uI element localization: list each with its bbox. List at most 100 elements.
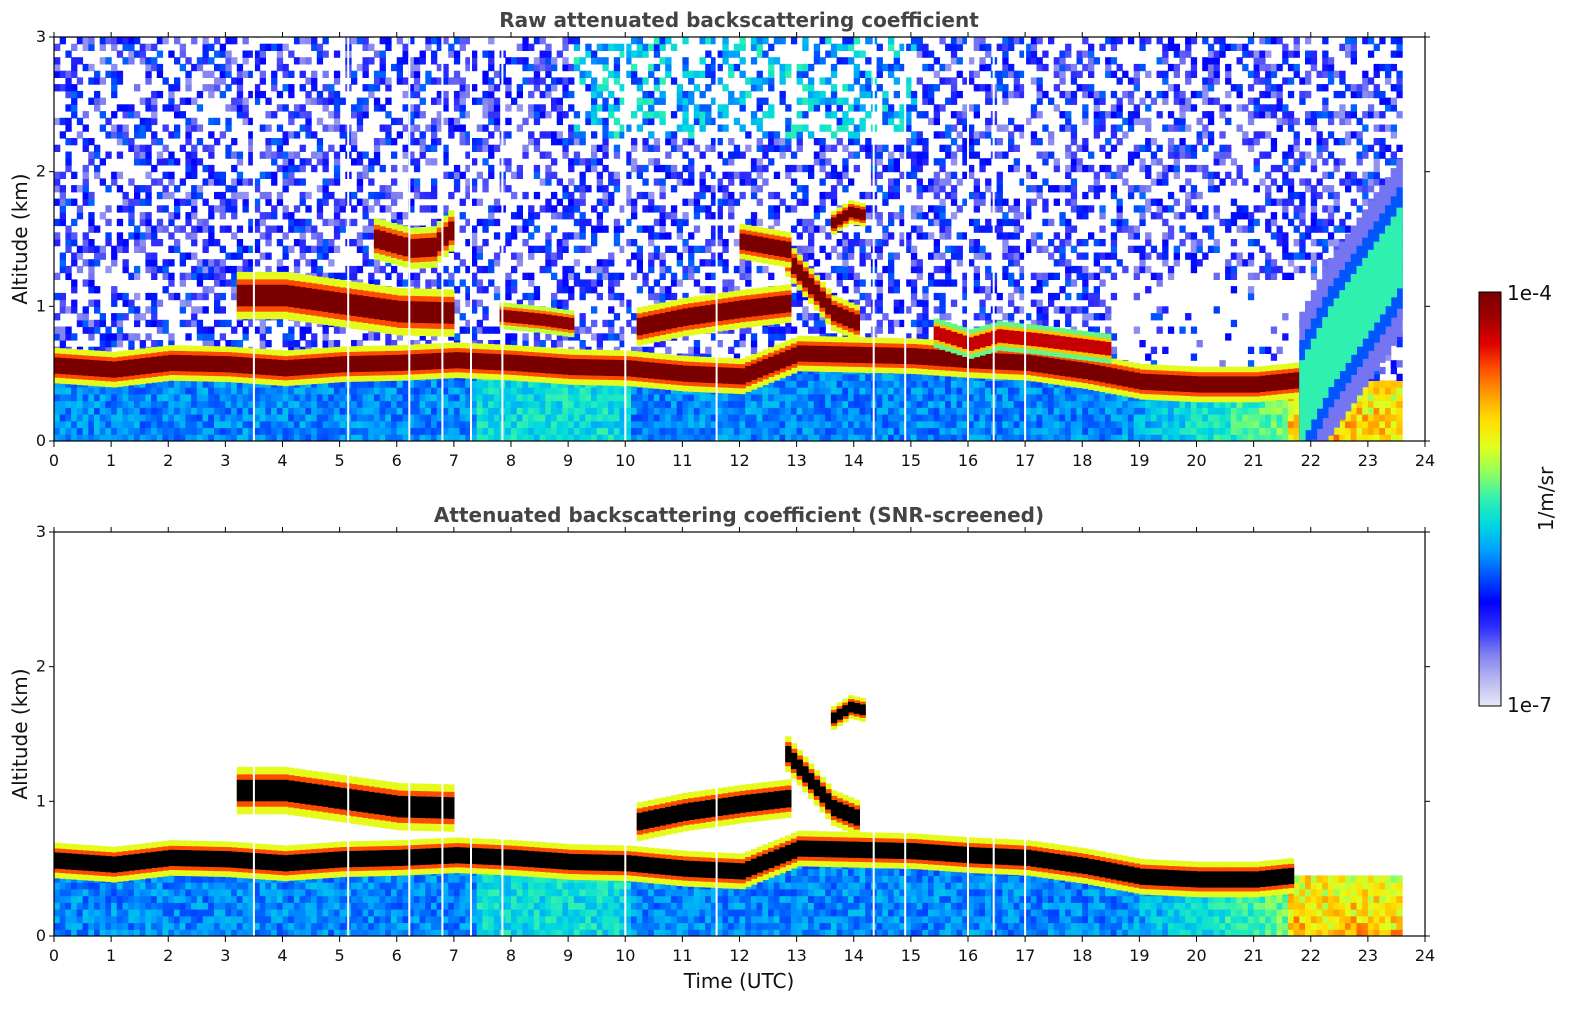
heatmap-cell	[431, 420, 438, 429]
heatmap-cell	[893, 299, 900, 307]
heatmap-cell	[431, 400, 438, 408]
heatmap-cell	[139, 400, 146, 408]
heatmap-cell	[305, 407, 312, 415]
heatmap-cell	[733, 239, 741, 247]
heatmap-cell	[362, 427, 369, 435]
heatmap-cell	[573, 400, 581, 408]
heatmap-cell	[739, 90, 746, 99]
heatmap-cell	[299, 333, 306, 341]
heatmap-cell	[282, 151, 289, 159]
heatmap-cell	[762, 414, 769, 422]
heatmap-cell	[362, 414, 369, 422]
heatmap-cell	[653, 232, 661, 240]
heatmap-cell	[328, 124, 335, 132]
heatmap-cell	[453, 164, 461, 173]
heatmap-cell	[185, 232, 192, 240]
heatmap-cell	[71, 420, 78, 429]
heatmap-cell	[225, 198, 232, 206]
heatmap-cell	[231, 380, 238, 388]
heatmap-cell	[545, 70, 552, 78]
heatmap-cell	[739, 333, 746, 341]
heatmap-cell	[333, 434, 341, 441]
heatmap-cell	[442, 158, 449, 166]
heatmap-cell	[356, 420, 364, 429]
heatmap-cell	[208, 164, 215, 173]
heatmap-cell	[168, 414, 175, 422]
heatmap-cell	[476, 420, 483, 429]
heatmap-cell	[853, 70, 860, 78]
heatmap-cell	[288, 164, 295, 173]
heatmap-cell	[162, 171, 169, 179]
heatmap-cell	[231, 185, 238, 193]
heatmap-cell	[705, 205, 712, 213]
heatmap-cell	[419, 387, 426, 395]
heatmap-cell	[482, 400, 489, 408]
heatmap-cell	[196, 63, 204, 72]
heatmap-cell	[442, 393, 449, 402]
heatmap-cell	[214, 265, 221, 274]
heatmap-cell	[522, 333, 529, 341]
heatmap-cell	[619, 400, 626, 408]
heatmap-cell	[402, 144, 409, 152]
heatmap-cell	[893, 111, 900, 119]
heatmap-cell	[431, 158, 438, 166]
heatmap-cell	[248, 178, 255, 186]
heatmap-cell	[836, 265, 843, 274]
heatmap-cell	[162, 407, 169, 415]
heatmap-cell	[631, 111, 638, 119]
heatmap-cell	[385, 420, 392, 429]
heatmap-cell	[419, 111, 426, 119]
heatmap-cell	[322, 340, 329, 348]
heatmap-cell	[196, 393, 204, 402]
heatmap-cell	[876, 84, 883, 92]
heatmap-cell	[716, 212, 723, 220]
heatmap-cell	[842, 427, 849, 435]
heatmap-cell	[796, 77, 803, 85]
heatmap-cell	[539, 37, 546, 45]
heatmap-cell	[899, 400, 906, 408]
heatmap-cell	[253, 84, 261, 92]
heatmap-cell	[145, 70, 152, 78]
heatmap-cell	[859, 306, 866, 314]
heatmap-cell	[282, 178, 289, 186]
heatmap-cell	[819, 138, 826, 146]
heatmap-cell	[705, 393, 712, 402]
heatmap-cell	[328, 191, 335, 200]
heatmap-cell	[391, 164, 398, 173]
heatmap-cell	[573, 333, 581, 341]
heatmap-cell	[568, 131, 575, 139]
heatmap-cell	[682, 63, 689, 72]
heatmap-cell	[134, 265, 141, 274]
heatmap-cell	[208, 434, 215, 441]
heatmap-cell	[316, 117, 324, 126]
heatmap-cell	[659, 232, 666, 240]
heatmap-cell	[116, 407, 124, 415]
heatmap-cell	[533, 57, 541, 65]
heatmap-cell	[476, 400, 483, 408]
heatmap-cell	[562, 57, 569, 65]
heatmap-cell	[408, 124, 415, 132]
heatmap-cell	[362, 171, 369, 179]
heatmap-cell	[65, 326, 72, 334]
heatmap-cell	[819, 90, 826, 99]
heatmap-cell	[631, 158, 638, 166]
heatmap-cell	[728, 400, 735, 408]
heatmap-cell	[419, 414, 426, 422]
heatmap-cell	[493, 407, 501, 415]
heatmap-cell	[276, 387, 284, 395]
heatmap-cell	[362, 212, 369, 220]
heatmap-cell	[888, 111, 895, 119]
heatmap-cell	[659, 407, 666, 415]
heatmap-cell	[402, 380, 409, 388]
heatmap-cell	[94, 97, 101, 105]
heatmap-cell	[493, 387, 501, 395]
heatmap-cell	[76, 245, 84, 253]
heatmap-cell	[271, 205, 278, 213]
heatmap-cell	[688, 138, 695, 146]
heatmap-cell	[808, 232, 815, 240]
heatmap-cell	[670, 171, 678, 179]
heatmap-cell	[728, 90, 735, 99]
heatmap-cell	[619, 292, 626, 301]
heatmap-cell	[368, 191, 375, 200]
heatmap-cell	[642, 43, 649, 51]
